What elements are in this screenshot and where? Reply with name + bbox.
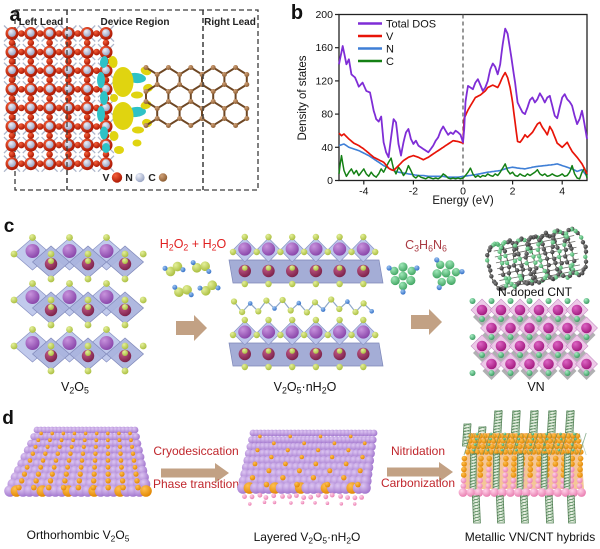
svg-text:V2O5·nH2O: V2O5·nH2O [274, 380, 337, 396]
svg-text:0: 0 [327, 175, 333, 187]
svg-text:Density of states: Density of states [297, 55, 309, 140]
svg-text:Cryodesiccation: Cryodesiccation [153, 444, 238, 458]
svg-text:Orthorhombic V2O5: Orthorhombic V2O5 [27, 528, 130, 544]
svg-text:C: C [148, 172, 156, 184]
svg-text:Right Lead: Right Lead [204, 17, 256, 28]
svg-text:V2O5: V2O5 [61, 380, 89, 396]
svg-text:Phase transition: Phase transition [153, 477, 239, 491]
svg-text:V: V [386, 31, 394, 43]
svg-text:C3H6N6: C3H6N6 [405, 238, 447, 254]
svg-text:Device Region: Device Region [101, 17, 170, 28]
svg-text:N-doped CNT: N-doped CNT [498, 285, 573, 299]
svg-text:-2: -2 [409, 186, 418, 198]
svg-text:4: 4 [559, 186, 565, 198]
svg-text:c: c [4, 216, 15, 237]
svg-text:C: C [386, 56, 394, 68]
svg-text:d: d [2, 408, 14, 429]
svg-text:V: V [102, 172, 109, 184]
svg-text:-4: -4 [359, 186, 368, 198]
svg-text:80: 80 [321, 109, 333, 121]
svg-text:Total DOS: Total DOS [386, 19, 436, 31]
svg-text:Nitridation: Nitridation [391, 444, 445, 458]
svg-text:40: 40 [321, 142, 333, 154]
svg-text:VN: VN [527, 380, 544, 394]
svg-text:160: 160 [315, 42, 333, 54]
svg-text:Metallic VN/CNT hybrids: Metallic VN/CNT hybrids [465, 530, 595, 544]
svg-text:0: 0 [460, 186, 466, 198]
svg-text:b: b [291, 2, 303, 24]
svg-text:Energy (eV): Energy (eV) [432, 195, 494, 207]
svg-text:120: 120 [315, 75, 333, 87]
svg-text:Carbonization: Carbonization [381, 476, 455, 490]
svg-text:N: N [386, 44, 394, 56]
svg-text:Layered V2O5·nH2O: Layered V2O5·nH2O [254, 530, 361, 546]
svg-text:H2O2 + H2O: H2O2 + H2O [160, 237, 227, 253]
svg-text:Left Lead: Left Lead [19, 17, 63, 28]
svg-text:N: N [125, 172, 133, 184]
svg-text:2: 2 [510, 186, 516, 198]
svg-text:200: 200 [315, 9, 333, 21]
